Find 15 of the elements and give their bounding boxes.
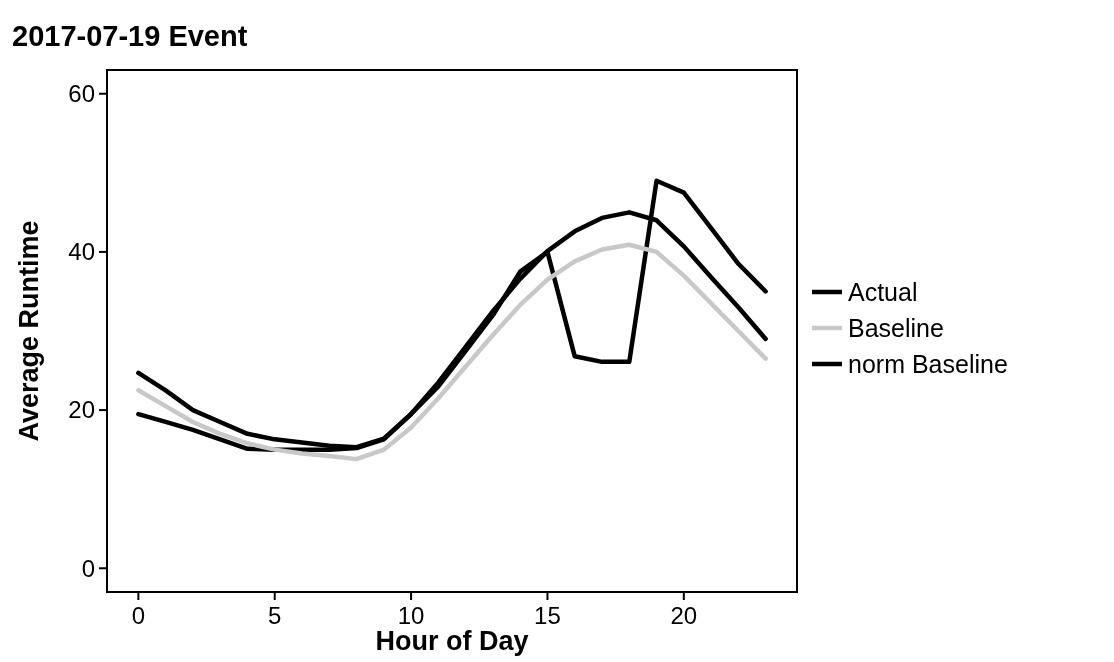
legend-label: norm Baseline bbox=[848, 349, 1008, 378]
legend-label: Actual bbox=[848, 277, 918, 306]
y-tick-label: 20 bbox=[68, 396, 95, 424]
x-tick-label: 15 bbox=[534, 602, 561, 629]
y-axis-title: Average Runtime bbox=[14, 220, 44, 442]
legend-label: Baseline bbox=[848, 313, 944, 342]
y-tick-label: 40 bbox=[68, 238, 95, 266]
y-tick-label: 60 bbox=[68, 80, 95, 108]
y-tick-label: 0 bbox=[81, 554, 95, 582]
chart-title: 2017-07-19 Event bbox=[12, 20, 248, 52]
x-tick-label: 0 bbox=[131, 602, 146, 629]
x-tick-label: 10 bbox=[397, 602, 425, 629]
x-tick-label: 20 bbox=[670, 602, 698, 629]
x-tick-label: 5 bbox=[268, 602, 282, 629]
x-axis-title: Hour of Day bbox=[375, 626, 529, 656]
